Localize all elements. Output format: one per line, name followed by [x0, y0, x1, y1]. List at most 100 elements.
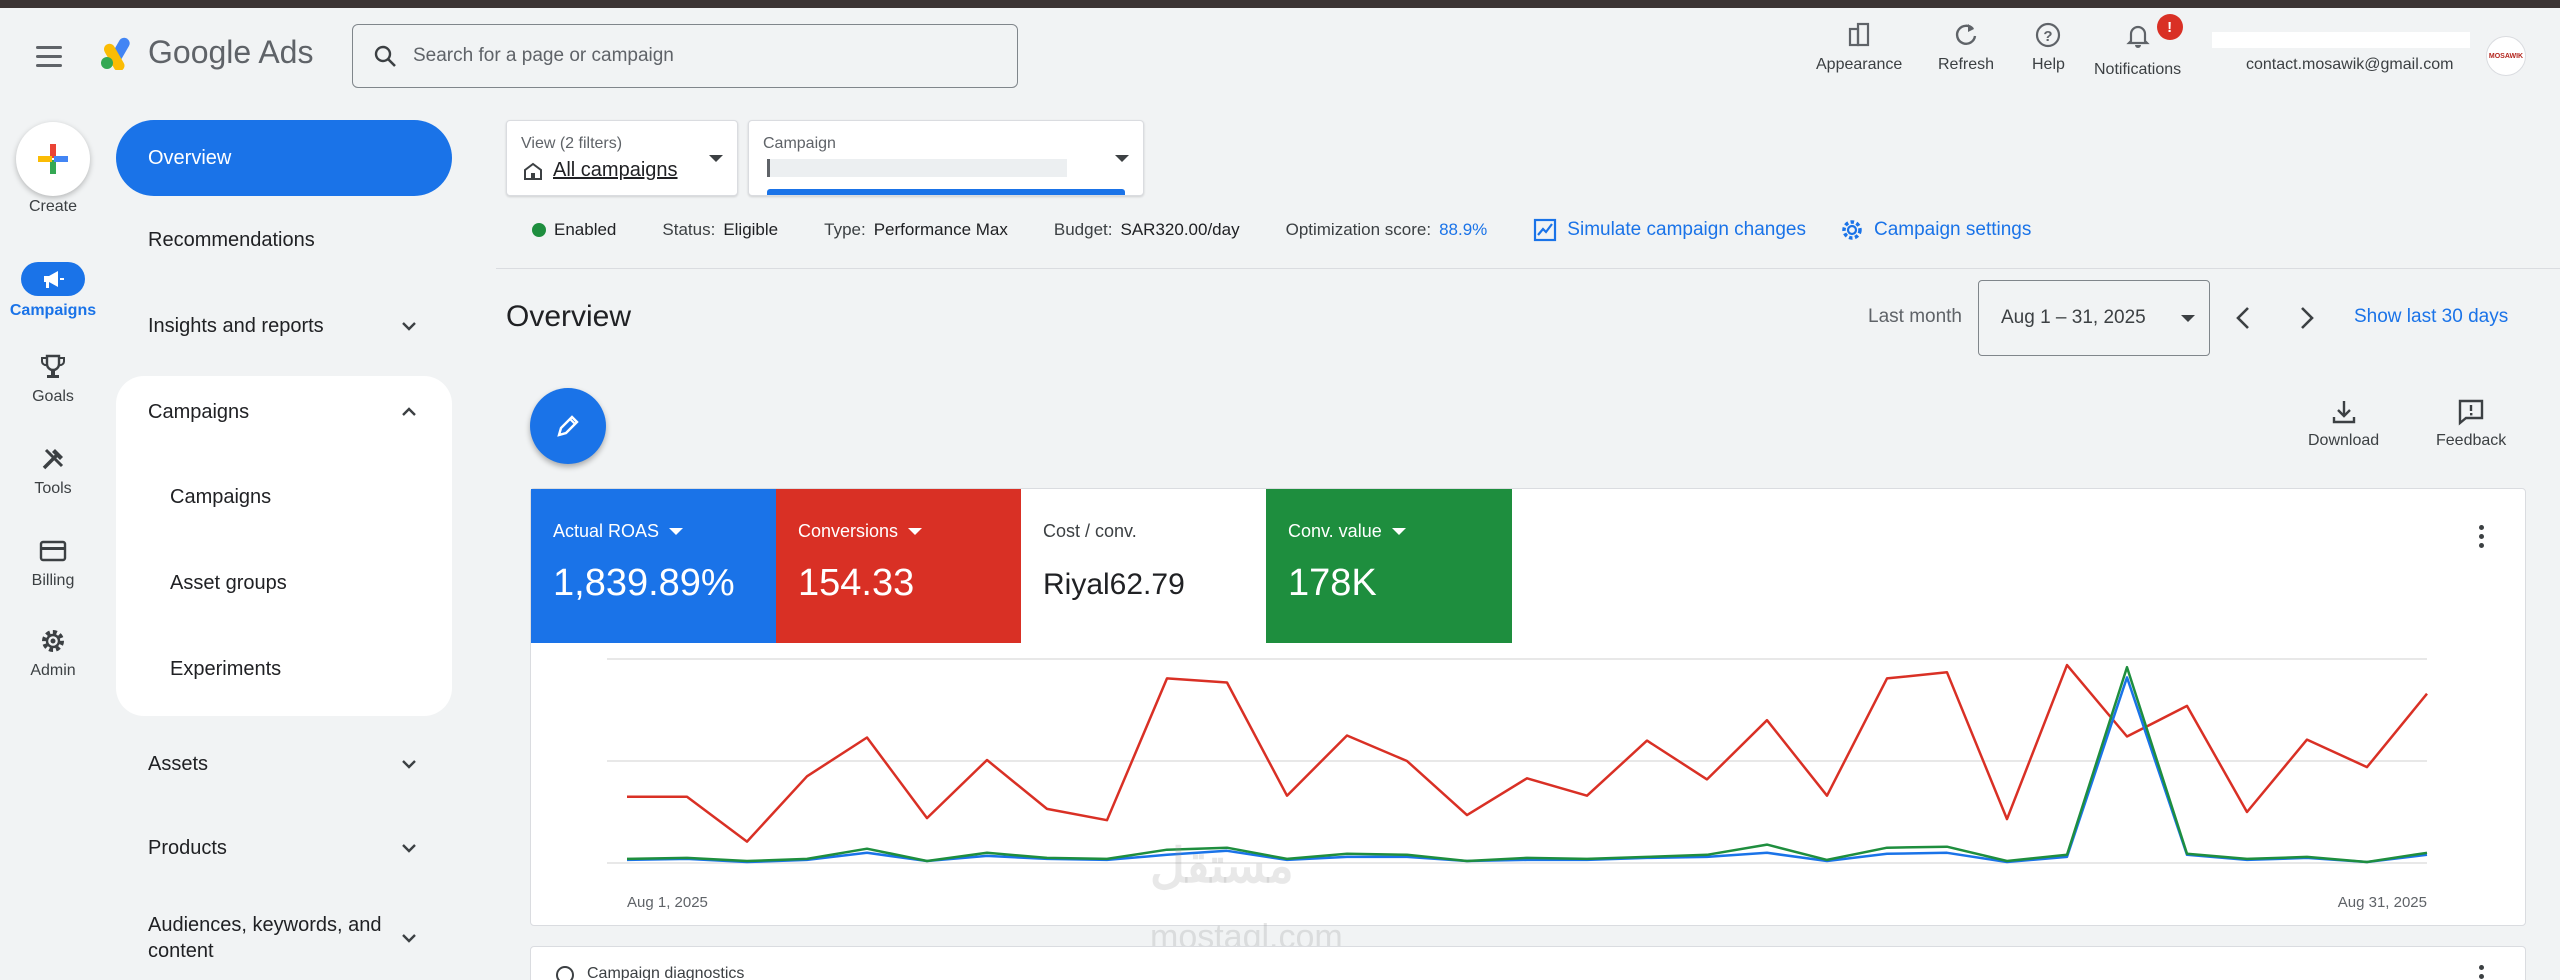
nav-sub-campaigns[interactable]: Campaigns — [170, 486, 272, 508]
google-ads-logo[interactable]: Google Ads — [100, 34, 313, 71]
series-line-conv-value — [626, 665, 2428, 864]
create-button[interactable] — [16, 122, 90, 196]
rail-campaigns[interactable]: Campaigns — [0, 262, 106, 320]
campaign-filter-dropdown[interactable]: Campaign — [748, 120, 1144, 196]
appearance-button[interactable]: Appearance — [1816, 20, 1902, 74]
feedback-button[interactable]: Feedback — [2436, 398, 2506, 450]
opt-label: Optimization score: — [1285, 220, 1432, 239]
search-placeholder: Search for a page or campaign — [413, 45, 674, 66]
nav-insights[interactable]: Insights and reports — [116, 288, 452, 364]
rail-create-label-wrap: Create — [0, 198, 106, 216]
type-value: Performance Max — [873, 220, 1008, 239]
nav-assets[interactable]: Assets — [116, 726, 452, 802]
nav-overview[interactable]: Overview — [116, 120, 452, 196]
more-options-icon[interactable] — [2479, 965, 2485, 980]
caret-down-icon — [1115, 155, 1129, 162]
show-last-30-days-link[interactable]: Show last 30 days — [2354, 306, 2509, 327]
tools-label: Tools — [34, 480, 72, 497]
download-label: Download — [2308, 432, 2380, 449]
nav-campaigns-group-header[interactable]: Campaigns — [116, 374, 452, 450]
app-name: Google Ads — [148, 34, 314, 70]
campaign-diagnostics-card[interactable]: Campaign diagnostics — [530, 946, 2526, 980]
performance-chart-card: Actual ROAS 1,839.89% Conversions 154.33… — [530, 488, 2526, 926]
metric-label: Cost / conv. — [1043, 521, 1137, 541]
diagnostics-icon — [556, 966, 574, 980]
caret-down-icon — [1391, 528, 1406, 535]
nav-sub-asset-groups[interactable]: Asset groups — [170, 572, 287, 594]
metric-label: Actual ROAS — [553, 521, 660, 541]
campaign-filter-label: Campaign — [763, 135, 836, 152]
download-button[interactable]: Download — [2308, 398, 2379, 450]
x-axis-end-label: Aug 31, 2025 — [2338, 894, 2427, 911]
date-range-picker[interactable]: Aug 1 – 31, 2025 — [1978, 280, 2210, 356]
campaign-name-redacted — [767, 159, 1067, 177]
settings-label: Campaign settings — [1874, 219, 2032, 240]
more-options-icon[interactable] — [2479, 525, 2485, 548]
opt-value[interactable]: 88.9% — [1439, 220, 1488, 239]
help-label: Help — [2032, 56, 2065, 73]
campaigns-pill — [21, 262, 85, 296]
metric-tile-cost-per-conv[interactable]: Cost / conv. Riyal62.79 — [1021, 489, 1267, 643]
metric-value: Riyal62.79 — [1043, 568, 1185, 601]
nav-overview-label: Overview — [148, 146, 232, 169]
billing-label: Billing — [31, 572, 75, 589]
type-field: Type: Performance Max — [824, 220, 1008, 240]
search-input[interactable]: Search for a page or campaign — [352, 24, 1018, 88]
nav-assets-label: Assets — [148, 752, 209, 775]
budget-label: Budget: — [1053, 220, 1113, 239]
plus-icon — [38, 144, 68, 174]
chevron-down-icon — [402, 844, 416, 853]
nav-sub-experiments[interactable]: Experiments — [170, 658, 282, 680]
nav-products[interactable]: Products — [116, 810, 452, 886]
enabled-dot-icon — [532, 223, 546, 237]
edit-fab-button[interactable] — [530, 388, 606, 464]
notifications-button[interactable]: ! Notifications — [2094, 14, 2183, 79]
rail-tools[interactable]: Tools — [0, 444, 106, 498]
help-button[interactable]: ? Help — [2032, 20, 2065, 74]
status-label: Status: — [662, 220, 716, 239]
metric-tile-conv-value[interactable]: Conv. value 178K — [1266, 489, 1512, 643]
caret-down-icon — [669, 528, 684, 535]
divider — [496, 268, 2560, 269]
account-email[interactable]: contact.mosawik@gmail.com — [2246, 56, 2454, 73]
nav-audiences-line1: Audiences, keywords, and — [148, 914, 382, 936]
gear-icon — [42, 630, 64, 652]
rail-billing[interactable]: Billing — [0, 536, 106, 590]
nav-audiences[interactable]: Audiences, keywords, and content — [116, 896, 452, 980]
credit-card-icon — [39, 540, 67, 562]
diagnostics-title: Campaign diagnostics — [587, 965, 745, 980]
refresh-label: Refresh — [1938, 56, 1995, 73]
x-axis-start-label: Aug 1, 2025 — [627, 894, 708, 911]
main-menu-button[interactable] — [36, 40, 68, 72]
metric-tile-conversions[interactable]: Conversions 154.33 — [776, 489, 1022, 643]
campaign-selected-indicator — [767, 189, 1125, 195]
avatar[interactable]: MOSAWIK — [2486, 36, 2526, 76]
view-filter-value: All campaigns — [553, 159, 678, 181]
simulate-label: Simulate campaign changes — [1567, 219, 1806, 240]
svg-text:?: ? — [2044, 28, 2053, 45]
metric-value: 178K — [1288, 562, 1377, 604]
rail-goals[interactable]: Goals — [0, 352, 106, 406]
caret-down-icon — [709, 155, 723, 162]
series-line-conversions — [627, 663, 2428, 843]
metric-tile-actual-roas[interactable]: Actual ROAS 1,839.89% — [531, 489, 777, 643]
enabled-status[interactable]: Enabled — [532, 220, 616, 240]
campaign-settings-link[interactable]: Campaign settings — [1840, 218, 2031, 242]
series-line-actual-roas — [626, 676, 2428, 864]
view-filter-label: View (2 filters) — [521, 135, 623, 152]
nav-recommendations[interactable]: Recommendations — [116, 202, 452, 278]
view-filter-dropdown[interactable]: View (2 filters) All campaigns — [506, 120, 738, 196]
watermark-logo: مستقل — [1150, 840, 1294, 893]
simulate-link[interactable]: Simulate campaign changes — [1533, 218, 1806, 242]
chevron-left-icon[interactable] — [2230, 302, 2258, 334]
chevron-down-icon — [402, 934, 416, 943]
refresh-button[interactable]: Refresh — [1938, 20, 1994, 74]
caret-down-icon — [2181, 315, 2195, 322]
chevron-down-icon — [402, 760, 416, 769]
megaphone-icon — [44, 271, 64, 288]
gear-icon — [1842, 220, 1862, 240]
rail-admin[interactable]: Admin — [0, 626, 106, 680]
chevron-right-icon[interactable] — [2292, 302, 2320, 334]
top-edge-bar — [0, 0, 2560, 8]
appearance-label: Appearance — [1816, 56, 1903, 73]
